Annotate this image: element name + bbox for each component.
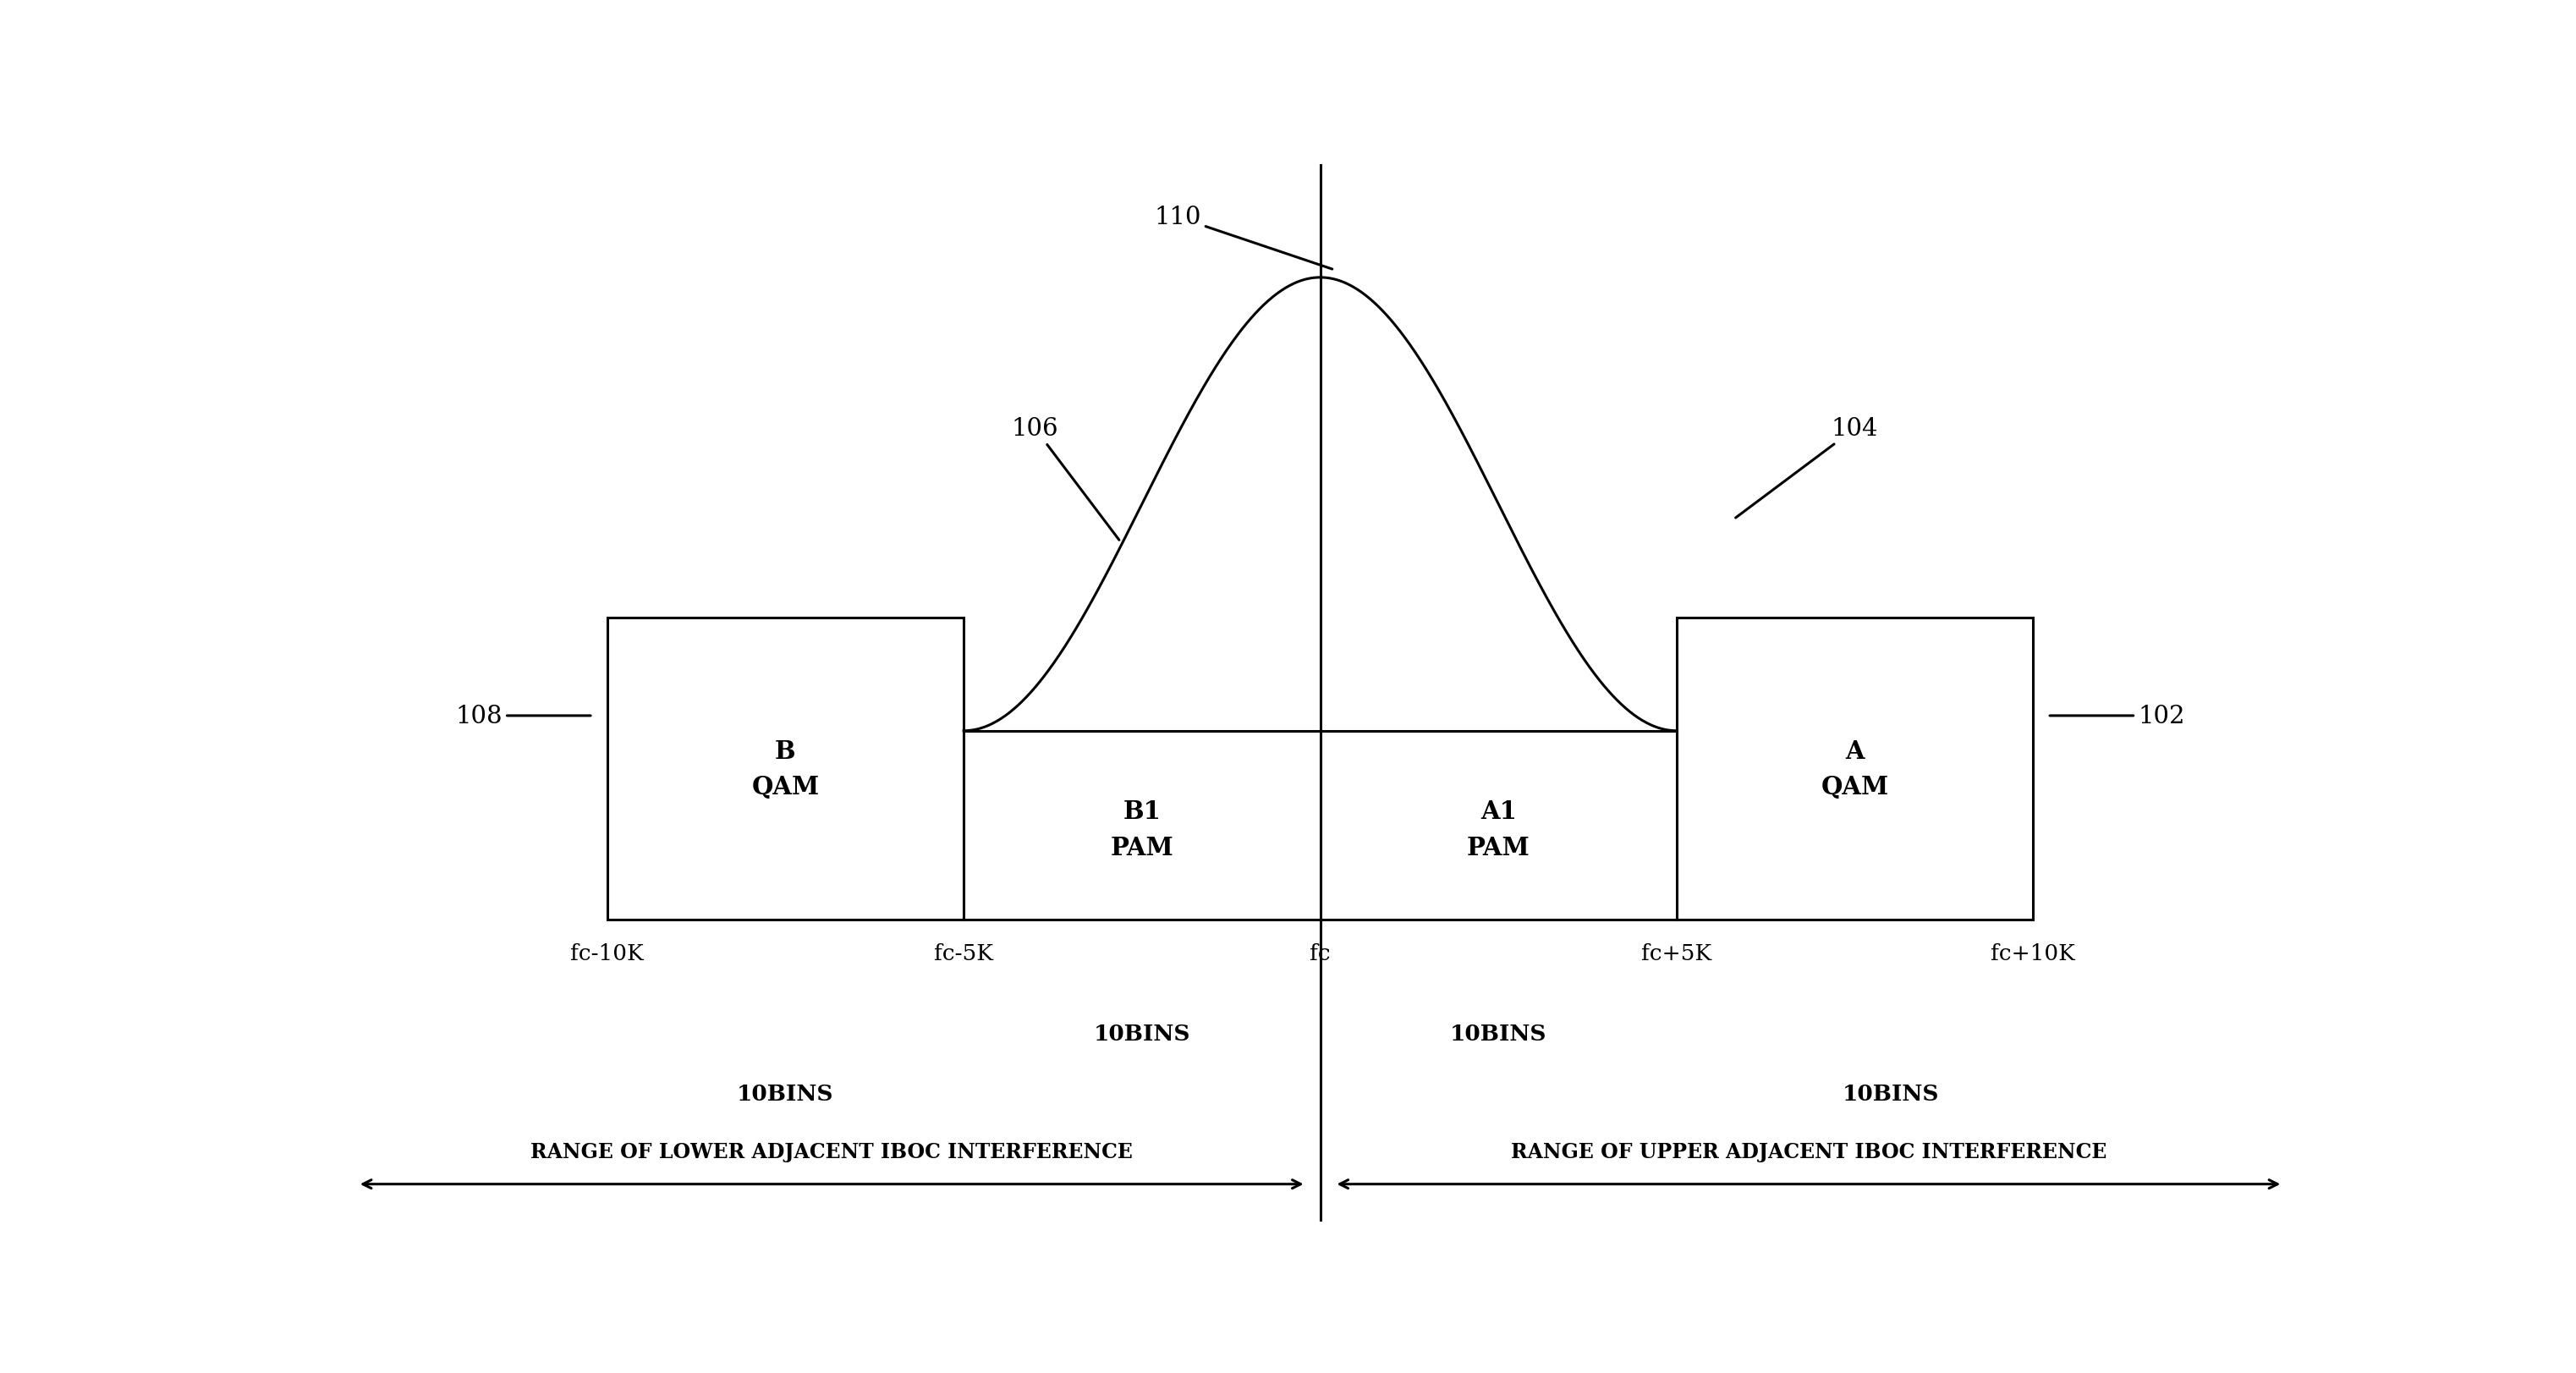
Text: 10BINS: 10BINS xyxy=(1842,1083,1940,1104)
Text: RANGE OF UPPER ADJACENT IBOC INTERFERENCE: RANGE OF UPPER ADJACENT IBOC INTERFERENC… xyxy=(1510,1141,2107,1162)
Text: fc-5K: fc-5K xyxy=(935,942,994,964)
Text: 102: 102 xyxy=(2050,704,2184,728)
Text: 10BINS: 10BINS xyxy=(1450,1023,1546,1043)
Text: fc-10K: fc-10K xyxy=(569,942,644,964)
Text: fc: fc xyxy=(1309,942,1332,964)
Bar xyxy=(1677,618,2032,920)
Text: B
QAM: B QAM xyxy=(752,739,819,799)
Text: 110: 110 xyxy=(1154,206,1332,269)
Text: 106: 106 xyxy=(1012,417,1118,541)
Text: 108: 108 xyxy=(456,704,590,728)
Text: fc+10K: fc+10K xyxy=(1991,942,2076,964)
Text: RANGE OF LOWER ADJACENT IBOC INTERFERENCE: RANGE OF LOWER ADJACENT IBOC INTERFERENC… xyxy=(531,1141,1133,1162)
Bar xyxy=(963,730,1321,920)
Text: 10BINS: 10BINS xyxy=(737,1083,835,1104)
Text: A
QAM: A QAM xyxy=(1821,739,1888,799)
Text: fc+5K: fc+5K xyxy=(1641,942,1713,964)
Text: 104: 104 xyxy=(1736,417,1878,518)
Text: A1
PAM: A1 PAM xyxy=(1466,799,1530,859)
Text: 10BINS: 10BINS xyxy=(1095,1023,1190,1043)
Bar xyxy=(608,618,963,920)
Bar xyxy=(1321,730,1677,920)
Text: B1
PAM: B1 PAM xyxy=(1110,799,1175,859)
